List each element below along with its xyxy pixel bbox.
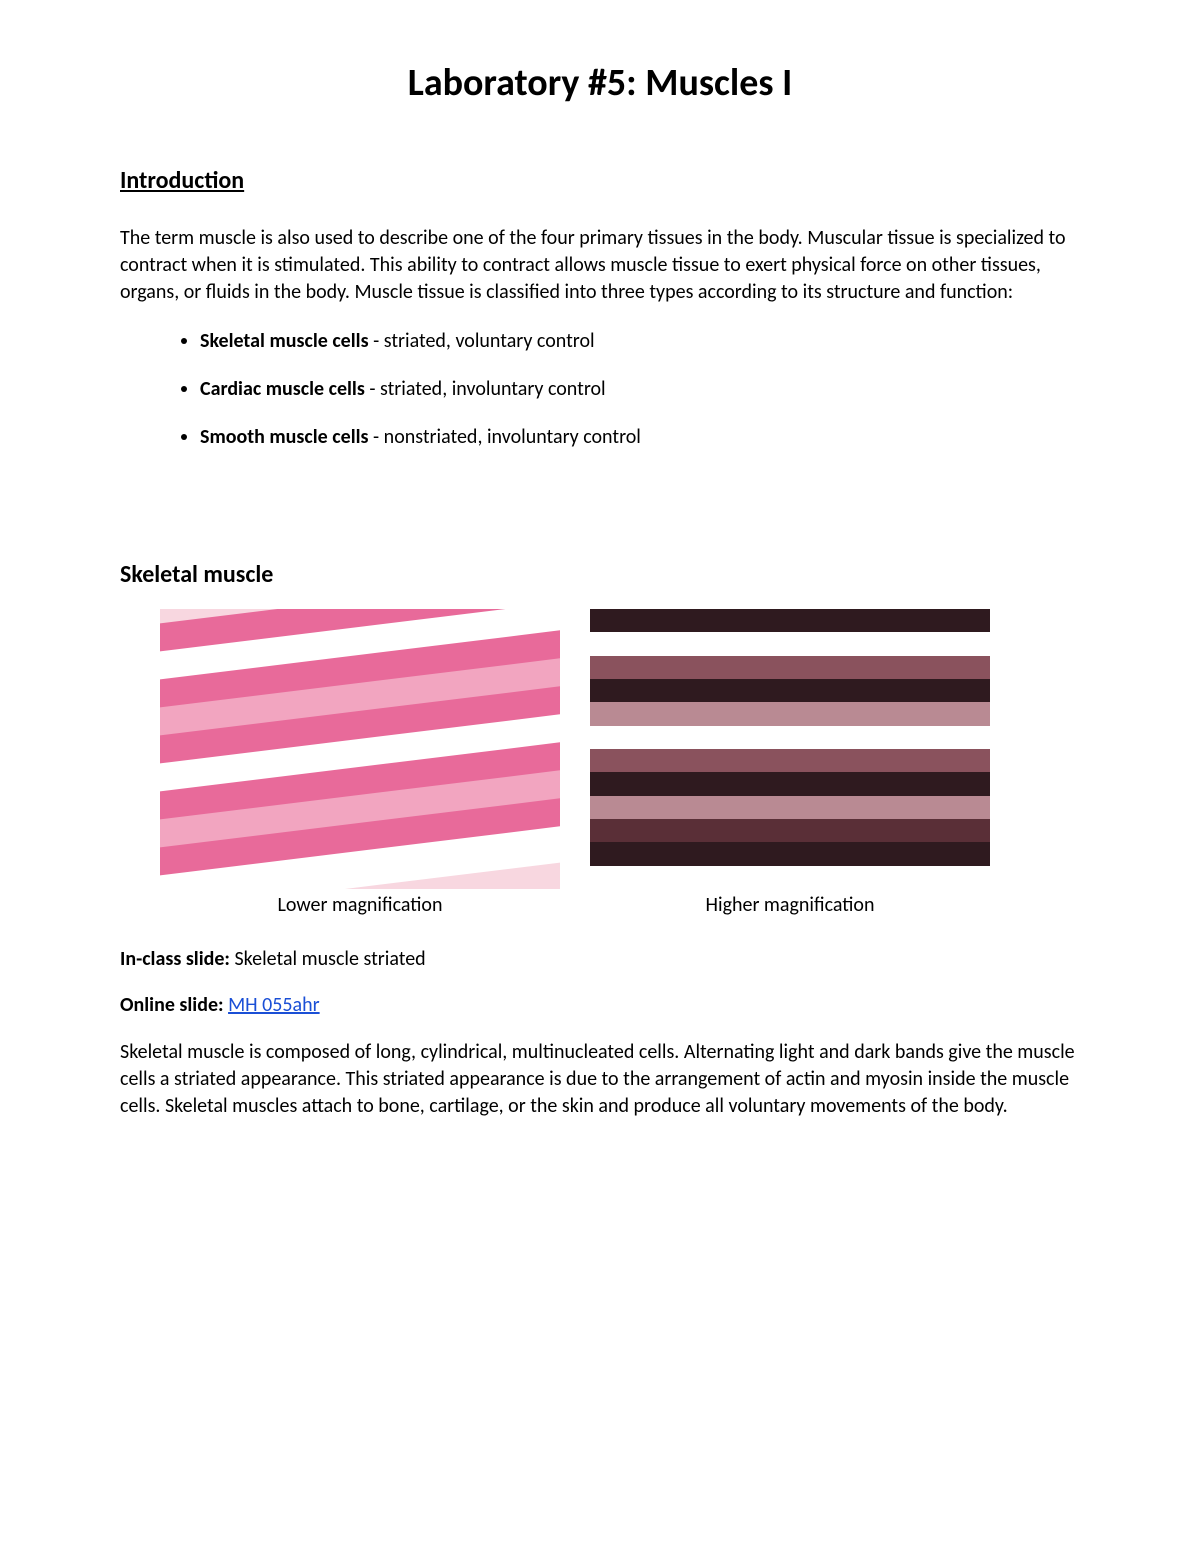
inclass-value: Skeletal muscle striated	[230, 947, 426, 971]
image-caption-left: Lower magnification	[160, 893, 560, 917]
image-block-right: Higher magnification	[590, 609, 990, 917]
image-caption-right: Higher magnification	[590, 893, 990, 917]
online-slide-line: Online slide: MH 055ahr	[120, 993, 1080, 1017]
list-item: Smooth muscle cells - nonstriated, invol…	[200, 424, 1080, 450]
list-item: Cardiac muscle cells - striated, involun…	[200, 376, 1080, 402]
images-row: Lower magnification Higher magnification	[160, 609, 1080, 917]
list-item-term: Smooth muscle cells	[200, 425, 369, 449]
list-item-desc: - striated, involuntary control	[365, 377, 606, 401]
image-block-left: Lower magnification	[160, 609, 560, 917]
histology-image-low-mag	[160, 609, 560, 889]
list-item: Skeletal muscle cells - striated, volunt…	[200, 328, 1080, 354]
histology-image-high-mag	[590, 609, 990, 889]
muscle-types-list: Skeletal muscle cells - striated, volunt…	[120, 328, 1080, 450]
skeletal-paragraph: Skeletal muscle is composed of long, cyl…	[120, 1039, 1080, 1120]
list-item-term: Skeletal muscle cells	[200, 329, 369, 353]
online-label: Online slide:	[120, 993, 224, 1017]
skeletal-heading: Skeletal muscle	[120, 560, 1080, 589]
inclass-slide-line: In-class slide: Skeletal muscle striated	[120, 947, 1080, 971]
intro-paragraph: The term muscle is also used to describe…	[120, 225, 1080, 306]
list-item-desc: - nonstriated, involuntary control	[369, 425, 641, 449]
intro-heading: Introduction	[120, 166, 1080, 195]
document-page: Laboratory #5: Muscles I Introduction Th…	[0, 0, 1200, 1553]
list-item-desc: - striated, voluntary control	[369, 329, 595, 353]
inclass-label: In-class slide:	[120, 947, 230, 971]
online-slide-link[interactable]: MH 055ahr	[228, 993, 320, 1017]
list-item-term: Cardiac muscle cells	[200, 377, 365, 401]
page-title: Laboratory #5: Muscles I	[120, 60, 1080, 106]
